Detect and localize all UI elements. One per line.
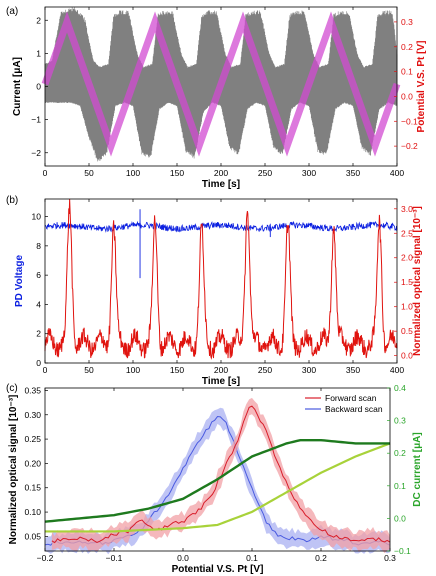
optical-signal-line [44, 199, 398, 360]
dc-current-dark-line [44, 438, 390, 523]
y-tick-label: 0.10 [24, 507, 41, 517]
y2-axis-label: Normalized optical signal [10⁻³] [412, 206, 423, 356]
y2-tick-label: 1.5 [401, 277, 413, 287]
x-tick-label: −0.1 [106, 553, 123, 563]
y2-tick-label: 0.2 [401, 42, 413, 52]
y2-tick-label: 0.3 [401, 17, 413, 27]
y-tick-label: 2 [36, 15, 41, 25]
y-tick-label: 0.05 [24, 531, 41, 541]
y-tick-label: 8 [36, 241, 41, 251]
x-tick-label: 350 [346, 168, 360, 178]
y2-tick-label: −0.2 [401, 141, 418, 151]
panel-a-plot: 0 50 100 150 200 250 300 350 400 −2 −1 0 1 2 −0.2 −0.1 0… [12, 6, 427, 190]
x-tick-label: 150 [170, 365, 184, 375]
x-tick-label: 100 [126, 365, 140, 375]
x-tick-label: 300 [302, 168, 316, 178]
y2-tick-label: 0.2 [394, 448, 406, 458]
y2-tick-label: 0.1 [401, 67, 413, 77]
panel-b-label: (b) [6, 195, 18, 206]
x-tick-label: 200 [214, 168, 228, 178]
x-tick-label: 0 [43, 168, 48, 178]
y-axis-label: Current [μA] [12, 57, 23, 116]
x-tick-label: 400 [390, 365, 404, 375]
x-tick-label: 0.3 [384, 553, 396, 563]
y2-tick-label: 2.5 [401, 228, 413, 238]
y2-tick-label: 0.1 [394, 481, 406, 491]
panel-c-plot: −0.2 −0.1 0.0 0.1 0.2 0.3 0.05 0.10 0.15 0.20 0.25… [8, 383, 423, 575]
x-axis-label: Time [s] [202, 376, 240, 387]
y2-tick-label: −0.1 [394, 546, 411, 556]
y-axis-label: PD Voltage [14, 255, 25, 307]
y2-tick-label: 0.5 [401, 326, 413, 336]
y2-tick-label: 0.0 [401, 91, 413, 101]
dc-current-light-line [45, 442, 391, 533]
panel-b-plot: 0 50 100 150 200 250 300 350 400 0 2 4 6 8 10 0.0 0.5 1.0… [14, 198, 423, 387]
y2-tick-label: 0.0 [401, 351, 413, 361]
y-tick-label: −2 [31, 148, 41, 158]
y2-tick-label: 1.0 [401, 302, 413, 312]
x-tick-label: 200 [214, 365, 228, 375]
y-tick-label: 0 [36, 82, 41, 92]
panel-c-label: (c) [6, 383, 18, 394]
y-tick-label: 0.30 [24, 410, 41, 420]
legend-label-forward: Forward scan [325, 393, 377, 403]
x-tick-label: 0.1 [246, 553, 258, 563]
x-axis-label: Time [s] [202, 179, 240, 190]
y2-tick-label: 2.0 [401, 253, 413, 263]
x-tick-label: 0 [43, 365, 48, 375]
x-tick-label: 100 [126, 168, 140, 178]
y-axis-label: Normalized optical signal [10⁻³] [8, 395, 19, 545]
y2-axis-label: Potential V.S. Pt [V] [416, 41, 427, 133]
y-tick-label: −1 [31, 115, 41, 125]
legend-label-backward: Backward scan [325, 404, 383, 414]
pd-voltage-line [44, 220, 398, 233]
y2-tick-label: −0.1 [401, 116, 418, 126]
y-tick-label: 4 [36, 299, 41, 309]
x-tick-label: 350 [346, 365, 360, 375]
y-tick-label: 6 [36, 270, 41, 280]
y-tick-label: 0.15 [24, 483, 41, 493]
x-tick-label: 50 [84, 365, 94, 375]
x-tick-label: 0.0 [177, 553, 189, 563]
x-tick-label: 0.2 [315, 553, 327, 563]
x-tick-label: 50 [84, 168, 94, 178]
y-tick-label: 0.25 [24, 434, 41, 444]
x-tick-label: 250 [258, 365, 272, 375]
x-axis-label: Potential V.S. Pt [V] [172, 564, 264, 575]
potential-triangle-line [41, 11, 401, 157]
x-tick-label: 250 [258, 168, 272, 178]
x-tick-label: 150 [170, 168, 184, 178]
y-tick-label: 1 [36, 48, 41, 58]
x-tick-label: 300 [302, 365, 316, 375]
y-tick-label: 0.20 [24, 458, 41, 468]
x-tick-label: 400 [390, 168, 404, 178]
x-tick-label: −0.2 [37, 553, 54, 563]
y2-tick-label: 3.0 [401, 204, 413, 214]
y-tick-label: 2 [36, 329, 41, 339]
y-tick-label: 10 [32, 212, 42, 222]
plot-frame [44, 387, 391, 552]
y2-tick-label: 0.4 [394, 383, 406, 393]
y-tick-label: 0 [36, 358, 41, 368]
panel-a-label: (a) [6, 6, 18, 17]
y2-axis-label: DC current [μA] [412, 432, 423, 506]
y2-tick-label: 0.0 [394, 513, 406, 523]
y2-tick-label: 0.3 [394, 416, 406, 426]
y-tick-label: 0.35 [24, 385, 41, 395]
